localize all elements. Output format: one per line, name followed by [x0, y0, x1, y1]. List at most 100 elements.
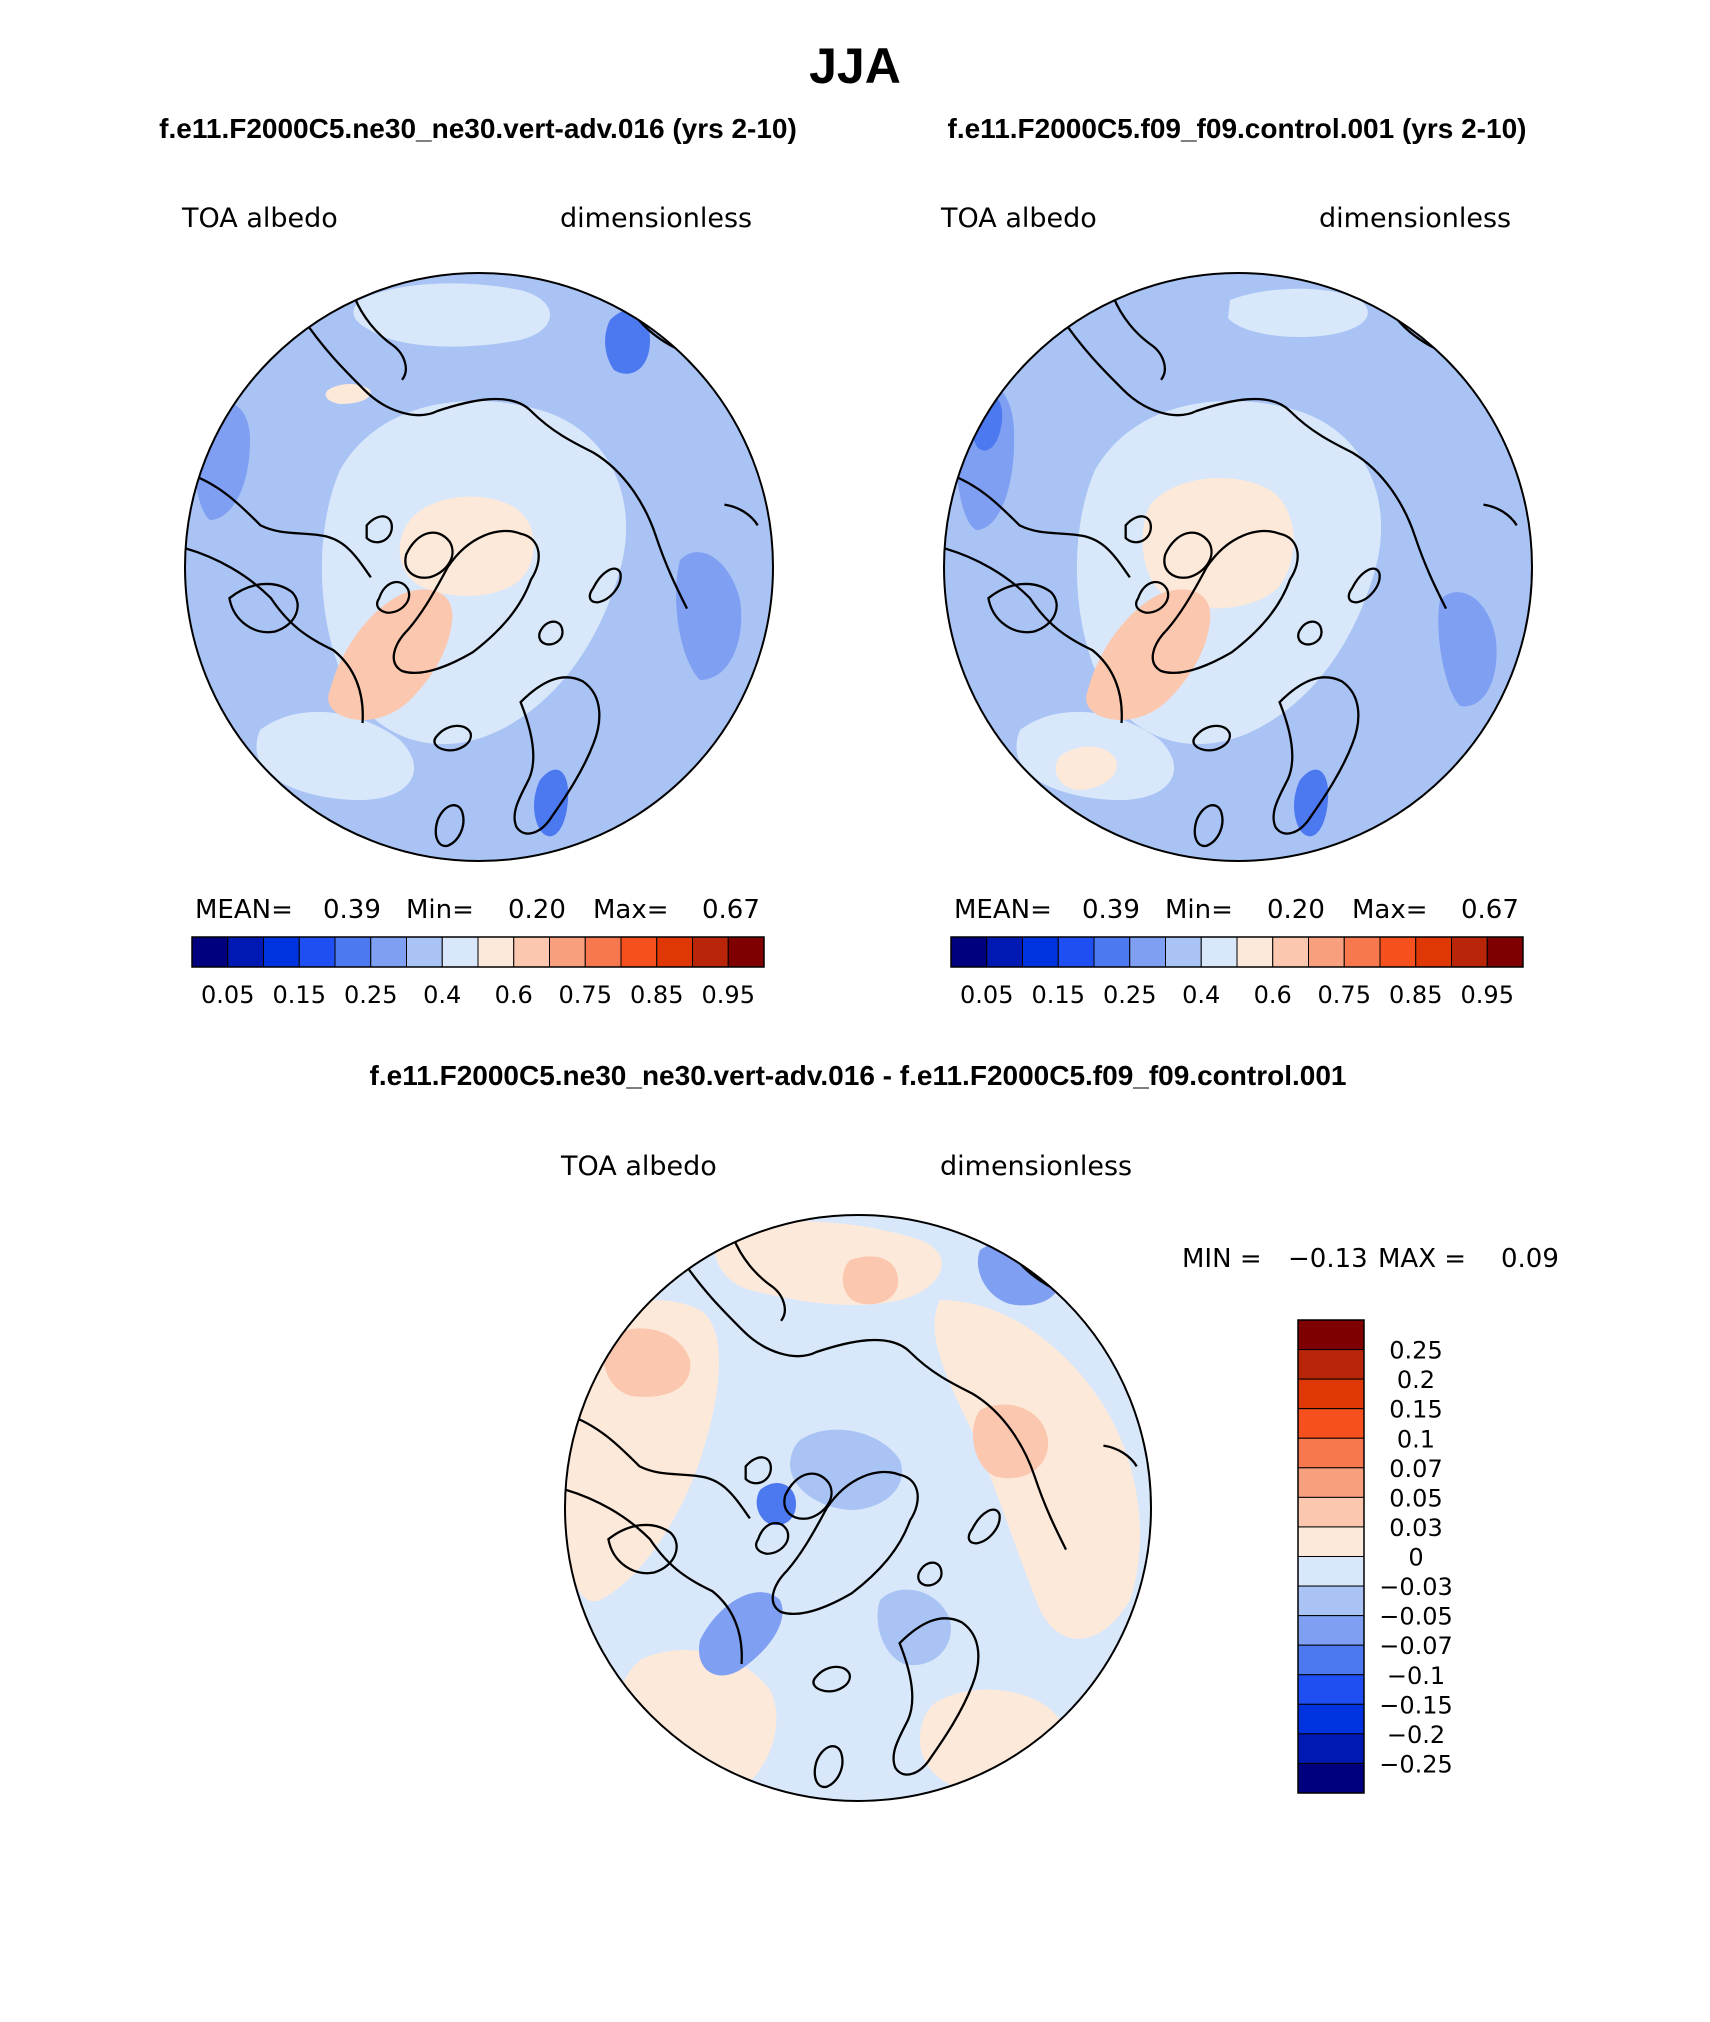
stats-test-min-value: 0.20 — [508, 895, 566, 925]
stats-control: MEAN= 0.39 Min= 0.20 Max= 0.67 — [954, 895, 1519, 925]
colorbar-control-swatch — [1022, 936, 1059, 968]
stats-diff-max-label: MAX = — [1378, 1244, 1466, 1274]
variable-label-difference: TOA albedo — [560, 1151, 717, 1182]
colorbar-difference: 0.250.20.150.10.070.050.030−0.03−0.05−0.… — [1297, 1319, 1453, 1794]
colorbar-test: 0.05 0.15 0.25 0.4 0.6 0.75 0.85 0.95 — [191, 936, 765, 1009]
colorbar-control-swatch — [1272, 936, 1309, 968]
map-diff-region-cool-central — [790, 1429, 902, 1510]
colorbar-control-swatch — [1486, 936, 1524, 968]
colorbar-control-swatch — [986, 936, 1023, 968]
map-diff-region-cool-atlantic — [699, 1592, 783, 1676]
colorbar-test-swatch — [584, 936, 622, 968]
colorbar-control-swatch — [950, 936, 988, 968]
colorbar-test-swatch — [692, 936, 729, 968]
map-control-boundary — [943, 272, 1533, 862]
map-diff-region-cool-europe — [877, 1589, 951, 1666]
colorbar-test-tick-label: 0.75 — [559, 981, 612, 1009]
stats-diff-max-value: 0.09 — [1501, 1244, 1559, 1274]
colorbar-test-swatch — [298, 936, 336, 968]
stats-test: MEAN= 0.39 Min= 0.20 Max= 0.67 — [195, 895, 760, 925]
colorbar-control-swatch — [1129, 936, 1166, 968]
map-difference — [564, 1214, 1152, 1802]
colorbar-control-tick-label: 0.4 — [1182, 981, 1220, 1009]
colorbar-test-swatch — [727, 936, 765, 968]
colorbar-difference-swatch — [1297, 1437, 1365, 1469]
colorbar-control-tick-label: 0.25 — [1103, 981, 1156, 1009]
stats-diff-min-value: −0.13 — [1288, 1244, 1368, 1274]
colorbar-control: 0.05 0.15 0.25 0.4 0.6 0.75 0.85 0.95 — [950, 936, 1524, 1009]
panel-title-test: f.e11.F2000C5.ne30_ne30.vert-adv.016 (yr… — [159, 113, 797, 144]
colorbar-control-swatch — [1236, 936, 1274, 968]
map-test-region-dark — [534, 769, 569, 837]
stats-control-mean-label: MEAN= — [954, 895, 1052, 925]
colorbar-difference-swatch — [1297, 1496, 1365, 1528]
colorbar-control-swatch — [1165, 936, 1202, 968]
colorbar-test-swatch — [656, 936, 693, 968]
colorbar-difference-swatch — [1297, 1674, 1365, 1705]
colorbar-difference-swatch — [1297, 1615, 1365, 1646]
figure-title: JJA — [809, 38, 901, 94]
colorbar-control-swatch — [1308, 936, 1345, 968]
map-difference-boundary — [564, 1214, 1152, 1802]
colorbar-difference-tick-label: 0.07 — [1389, 1455, 1442, 1483]
panel-title-difference: f.e11.F2000C5.ne30_ne30.vert-adv.016 - f… — [370, 1060, 1347, 1091]
stats-diff-min-label: MIN = — [1182, 1244, 1262, 1274]
colorbar-test-swatch — [441, 936, 479, 968]
colorbar-control-swatch — [1451, 936, 1488, 968]
stats-test-mean-label: MEAN= — [195, 895, 293, 925]
stats-test-mean-value: 0.39 — [323, 895, 381, 925]
colorbar-difference-tick-label: 0.03 — [1389, 1514, 1442, 1542]
colorbar-control-swatch — [1379, 936, 1417, 968]
map-diff-region-warm-east — [934, 1300, 1140, 1639]
colorbar-test-swatch — [513, 936, 550, 968]
colorbar-test-tick-label: 0.05 — [201, 981, 254, 1009]
colorbar-difference-swatch — [1297, 1408, 1365, 1439]
colorbar-difference-swatch — [1297, 1556, 1365, 1587]
stats-control-mean-value: 0.39 — [1082, 895, 1140, 925]
colorbar-difference-swatch — [1297, 1585, 1365, 1617]
colorbar-difference-tick-label: 0.2 — [1397, 1366, 1435, 1394]
map-control-region-dark2 — [1294, 769, 1329, 837]
colorbar-difference-tick-label: 0.25 — [1389, 1337, 1442, 1365]
map-test-region-dark2 — [605, 309, 650, 374]
map-test-boundary — [184, 272, 774, 862]
map-control — [943, 272, 1533, 862]
colorbar-test-tick-label: 0.4 — [423, 981, 461, 1009]
colorbar-test-swatch — [227, 936, 264, 968]
colorbar-control-tick-label: 0.6 — [1254, 981, 1292, 1009]
map-control-region-light3 — [1228, 288, 1368, 338]
colorbar-control-swatch — [1415, 936, 1452, 968]
map-diff-region-warm2-pacific — [603, 1328, 691, 1397]
units-label-control: dimensionless — [1319, 203, 1511, 234]
colorbar-control-swatch — [1343, 936, 1381, 968]
colorbar-difference-tick-label: −0.1 — [1387, 1662, 1445, 1690]
colorbar-control-frame — [950, 936, 1524, 968]
colorbar-difference-tick-label: −0.15 — [1379, 1691, 1453, 1719]
colorbar-difference-swatch — [1297, 1319, 1365, 1351]
stats-control-max-label: Max= — [1352, 895, 1428, 925]
colorbar-difference-tick-label: −0.03 — [1379, 1573, 1453, 1601]
colorbar-control-tick-label: 0.95 — [1461, 981, 1514, 1009]
stats-control-max-value: 0.67 — [1461, 895, 1519, 925]
stats-test-min-label: Min= — [406, 895, 474, 925]
colorbar-test-tick-label: 0.95 — [702, 981, 755, 1009]
units-label-difference: dimensionless — [940, 1151, 1132, 1182]
colorbar-test-tick-label: 0.25 — [344, 981, 397, 1009]
colorbar-difference-frame — [1297, 1319, 1365, 1794]
colorbar-test-swatch — [370, 936, 407, 968]
colorbar-difference-tick-label: −0.2 — [1387, 1721, 1445, 1749]
colorbar-difference-tick-label: −0.07 — [1379, 1632, 1453, 1660]
map-diff-region-warm2-north — [842, 1256, 899, 1305]
colorbar-difference-swatch — [1297, 1526, 1365, 1557]
colorbar-test-swatch — [406, 936, 443, 968]
colorbar-control-swatch — [1057, 936, 1095, 968]
colorbar-test-swatch — [549, 936, 586, 968]
stats-control-min-value: 0.20 — [1267, 895, 1325, 925]
colorbar-difference-tick-label: −0.25 — [1379, 1750, 1453, 1778]
colorbar-difference-swatch — [1297, 1762, 1365, 1794]
colorbar-difference-swatch — [1297, 1349, 1365, 1380]
variable-label-control: TOA albedo — [940, 203, 1097, 234]
map-control-region-warm-arctic — [1142, 478, 1294, 609]
units-label-test: dimensionless — [560, 203, 752, 234]
